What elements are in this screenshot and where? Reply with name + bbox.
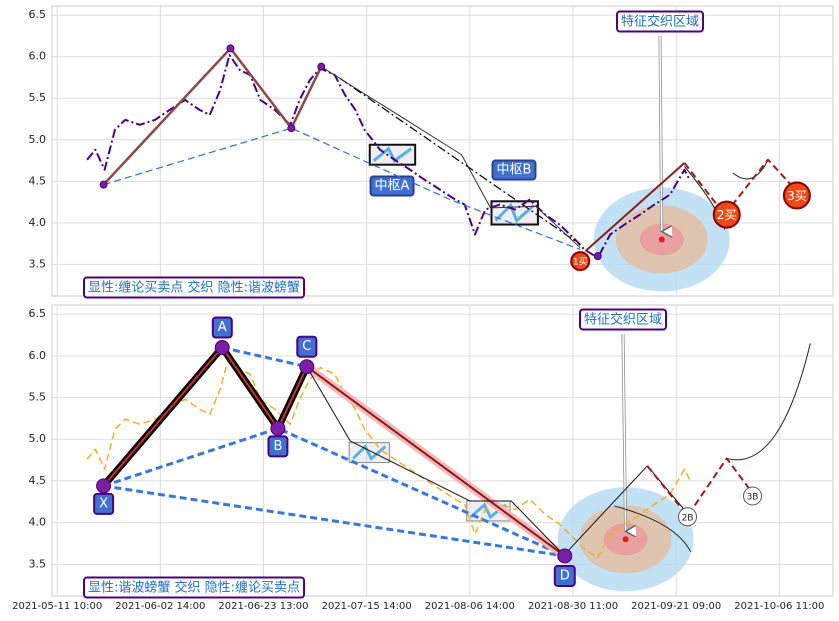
signal-marker <box>678 507 698 527</box>
y-tick-label: 6.5 <box>29 8 47 21</box>
region-arrow-inner <box>659 35 662 231</box>
line-series <box>86 54 691 259</box>
pivot-point <box>317 62 326 71</box>
point-label: D <box>560 568 570 583</box>
pivot-point <box>593 252 602 261</box>
panel-caption: 显性:谐波螃蟹 交织 隐性:缠论买卖点 <box>88 580 300 596</box>
zone-zigzag <box>494 202 535 224</box>
line-series <box>306 366 566 557</box>
label-box <box>578 308 668 331</box>
zone-zigzag <box>352 444 387 461</box>
line-series <box>683 158 801 216</box>
point-label: A <box>218 320 227 335</box>
signal-label: 3买 <box>787 189 807 203</box>
line-series <box>646 457 756 517</box>
y-tick-label: 6.0 <box>29 349 47 362</box>
arc <box>726 343 811 461</box>
x-tick-label: 2021-06-02 14:00 <box>115 601 205 612</box>
x-tick-label: 2021-08-30 11:00 <box>528 601 618 612</box>
plot-frame <box>51 304 834 597</box>
signal-marker <box>743 486 763 506</box>
pivot-point <box>270 420 286 436</box>
label-box <box>369 175 415 197</box>
y-tick-label: 4.0 <box>29 216 47 229</box>
point-label: B <box>273 439 282 454</box>
region-label: 特征交织区域 <box>621 14 699 30</box>
signal-marker <box>782 181 811 210</box>
label-box <box>267 435 289 458</box>
label-box <box>553 564 576 587</box>
x-tick-label: 2021-06-23 13:00 <box>218 601 308 612</box>
signal-label: 3B <box>747 492 759 502</box>
signal-marker <box>712 200 741 229</box>
region-center <box>622 536 629 543</box>
arc <box>732 159 769 180</box>
point-label: C <box>302 339 311 354</box>
pivot-point <box>99 180 108 189</box>
label-box <box>83 576 306 599</box>
label-box <box>296 335 318 358</box>
label-box <box>491 159 537 181</box>
x-tick-label: 2021-09-21 09:00 <box>631 601 721 612</box>
label-box <box>211 316 233 339</box>
signal-label: 1买 <box>573 257 588 268</box>
x-tick-label: 2021-07-15 14:00 <box>322 601 412 612</box>
region-label: 特征交织区域 <box>584 312 662 328</box>
line-series <box>584 162 686 252</box>
line-series <box>86 353 691 559</box>
line-series <box>103 426 567 558</box>
pivot-point <box>226 44 235 53</box>
label-box <box>615 10 705 33</box>
pivot-point <box>96 478 112 494</box>
y-tick-label: 5.5 <box>29 91 47 104</box>
y-tick-label: 4.0 <box>29 516 47 529</box>
panel-caption: 显性:缠论买卖点 交织 隐性:谐波螃蟹 <box>88 280 300 296</box>
y-tick-label: 5.0 <box>29 133 47 146</box>
y-tick-label: 4.5 <box>29 174 47 187</box>
y-tick-label: 5.5 <box>29 391 47 404</box>
region-arrow-inner <box>622 333 626 531</box>
signal-marker <box>570 251 591 272</box>
y-tick-label: 3.5 <box>29 257 47 270</box>
x-tick-label: 2021-08-06 14:00 <box>425 601 515 612</box>
y-tick-label: 4.5 <box>29 474 47 487</box>
pivot-point <box>557 548 573 564</box>
y-tick-label: 3.5 <box>29 557 47 570</box>
signal-label: 2B <box>682 513 694 523</box>
line-series-core <box>102 345 308 487</box>
region-center <box>658 236 665 243</box>
pivot-label: 中枢B <box>497 163 532 178</box>
zone-zigzag <box>372 146 413 163</box>
label-box <box>93 492 115 515</box>
line-series <box>339 77 581 245</box>
line-series <box>321 66 581 249</box>
y-tick-label: 6.5 <box>29 307 47 320</box>
pivot-label: 中枢A <box>375 179 410 194</box>
x-tick-label: 2021-10-06 11:00 <box>734 601 824 612</box>
point-label: X <box>99 496 108 511</box>
signal-label: 2买 <box>717 208 737 222</box>
line-series-core <box>306 365 566 557</box>
line-series <box>221 346 308 369</box>
pivot-point <box>214 340 230 356</box>
line-series <box>102 47 323 186</box>
pivot-point <box>299 359 315 375</box>
pivot-point <box>287 124 296 133</box>
y-tick-label: 6.0 <box>29 50 47 63</box>
arc <box>614 505 692 553</box>
y-tick-label: 5.0 <box>29 432 47 445</box>
label-box <box>83 276 306 299</box>
x-tick-label: 2021-05-11 10:00 <box>12 601 102 612</box>
